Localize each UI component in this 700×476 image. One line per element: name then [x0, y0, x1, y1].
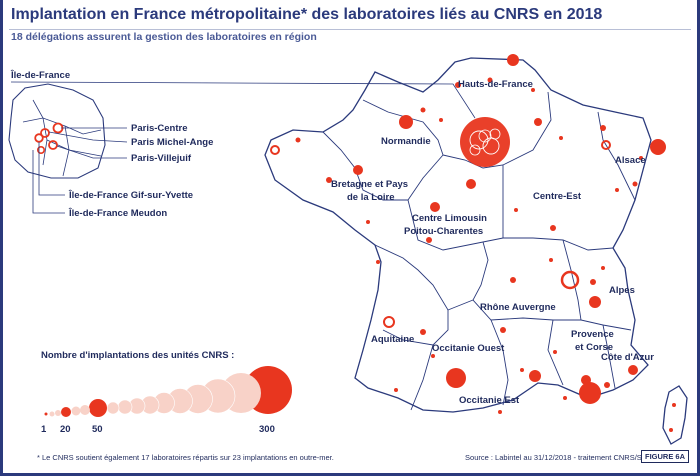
region-label-alpes: Alpes — [609, 285, 635, 296]
idf-site-meudon — [36, 146, 45, 155]
region-borders — [322, 91, 636, 411]
region-label-centre-line1: Centre Limousin — [412, 213, 487, 224]
idf-label-meudon: Île-de-France Meudon — [68, 207, 167, 219]
region-label-occitanie-ouest: Occitanie Ouest — [432, 343, 505, 354]
idf-label-gif: Île-de-France Gif-sur-Yvette — [68, 189, 193, 201]
region-label-bretagne-line1: Bretagne et Pays — [331, 179, 408, 190]
footnote: * Le CNRS soutient également 17 laborato… — [37, 453, 334, 462]
region-label-occitanie-est: Occitanie Est — [459, 395, 520, 406]
france-outline — [264, 57, 652, 413]
idf-inset: Paris-Centre Paris Michel-Ange Paris-Vil… — [8, 69, 476, 219]
source-note: Source : Labintel au 31/12/2018 - traite… — [465, 453, 661, 462]
legend-tick-300: 300 — [259, 424, 275, 435]
title-divider — [9, 29, 691, 30]
idf-site-paris-michel-ange — [40, 128, 50, 138]
region-label-bretagne-line2: de la Loire — [347, 192, 395, 203]
lab-bubbles — [270, 54, 676, 432]
legend-tick-1: 1 — [41, 424, 47, 435]
figure-title: Implantation en France métropolitaine* d… — [11, 6, 603, 23]
paris-bubble — [460, 117, 510, 167]
region-label-centre-est: Centre-Est — [533, 191, 582, 202]
france-map: Paris-Centre Paris Michel-Ange Paris-Vil… — [8, 54, 688, 445]
region-label-normandie: Normandie — [381, 136, 431, 147]
region-label-hauts-de-france: Hauts-de-France — [458, 79, 533, 90]
idf-label-paris-michel-ange: Paris Michel-Ange — [131, 137, 213, 148]
legend-title: Nombre d'implantations des unités CNRS : — [41, 350, 235, 361]
region-label-rhone-auvergne: Rhône Auvergne — [480, 302, 556, 313]
region-label-provence-line1: Provence — [571, 329, 614, 340]
idf-label-paris-villejuif: Paris-Villejuif — [131, 153, 192, 164]
idf-label-paris-centre: Paris-Centre — [131, 123, 188, 134]
idf-region-label: Île-de-France — [10, 69, 70, 81]
legend-tick-50: 50 — [92, 424, 103, 435]
region-label-aquitaine: Aquitaine — [371, 334, 414, 345]
region-label-cote-d-azur: Côte d'Azur — [601, 352, 654, 363]
idf-site-paris-villejuif — [48, 140, 58, 150]
figure-tag: FIGURE 6A — [640, 450, 689, 463]
region-label-provence-line2: et Corse — [575, 342, 613, 353]
region-label-centre-line2: Poitou-Charentes — [404, 226, 483, 237]
region-label-alsace: Alsace — [615, 155, 646, 166]
bubble — [507, 54, 519, 66]
idf-site-gif — [34, 133, 44, 143]
legend-bubbles — [44, 366, 292, 417]
legend-tick-20: 20 — [60, 424, 71, 435]
corsica-outline — [662, 385, 688, 445]
idf-inset-outline — [8, 83, 106, 179]
figure-subtitle: 18 délégations assurent la gestion des l… — [11, 31, 317, 43]
